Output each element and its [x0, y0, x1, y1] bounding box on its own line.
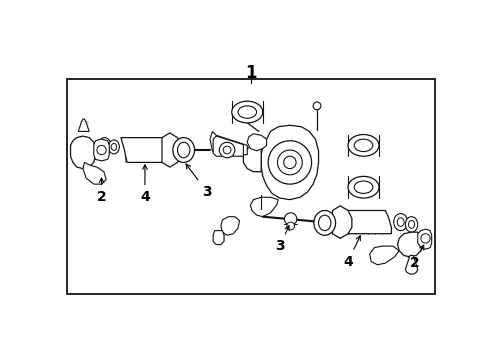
Polygon shape [369, 246, 399, 265]
Ellipse shape [354, 181, 373, 193]
Ellipse shape [177, 142, 190, 158]
Ellipse shape [238, 106, 257, 118]
Ellipse shape [232, 101, 263, 123]
Ellipse shape [111, 143, 117, 150]
Circle shape [313, 102, 321, 110]
Polygon shape [261, 125, 318, 200]
Ellipse shape [348, 176, 379, 198]
Circle shape [172, 154, 180, 162]
Circle shape [268, 141, 312, 184]
Text: 3: 3 [275, 226, 289, 253]
Ellipse shape [108, 140, 120, 154]
Polygon shape [121, 138, 170, 162]
Ellipse shape [348, 135, 379, 156]
Circle shape [284, 156, 296, 168]
Text: 2: 2 [97, 178, 106, 204]
Ellipse shape [318, 215, 331, 231]
Polygon shape [210, 131, 247, 155]
Polygon shape [244, 145, 261, 172]
Ellipse shape [314, 211, 336, 235]
Circle shape [170, 144, 182, 156]
Polygon shape [94, 139, 109, 161]
Ellipse shape [409, 221, 415, 228]
Polygon shape [162, 133, 181, 167]
Text: 4: 4 [343, 236, 360, 269]
Ellipse shape [173, 138, 195, 162]
Polygon shape [247, 134, 267, 151]
Ellipse shape [397, 218, 404, 226]
Text: 3: 3 [186, 164, 212, 199]
Polygon shape [418, 229, 432, 249]
Circle shape [285, 213, 297, 225]
Text: 2: 2 [410, 245, 424, 270]
Text: 1: 1 [245, 63, 257, 81]
Ellipse shape [101, 141, 108, 150]
Polygon shape [83, 162, 106, 184]
Circle shape [287, 222, 294, 230]
Ellipse shape [394, 213, 408, 231]
Circle shape [97, 145, 106, 155]
Ellipse shape [405, 217, 418, 232]
Polygon shape [213, 231, 224, 244]
Polygon shape [78, 119, 89, 131]
Ellipse shape [354, 139, 373, 152]
Polygon shape [221, 217, 240, 235]
Polygon shape [71, 136, 96, 168]
Circle shape [223, 146, 231, 154]
Polygon shape [333, 206, 352, 238]
Ellipse shape [98, 138, 111, 153]
Text: 4: 4 [140, 165, 150, 204]
Circle shape [220, 142, 235, 158]
Polygon shape [213, 136, 244, 156]
Polygon shape [397, 232, 422, 257]
Circle shape [277, 150, 302, 175]
Polygon shape [405, 256, 418, 274]
Circle shape [421, 234, 430, 243]
Polygon shape [250, 197, 278, 217]
Polygon shape [339, 211, 392, 234]
Bar [68, 79, 435, 294]
